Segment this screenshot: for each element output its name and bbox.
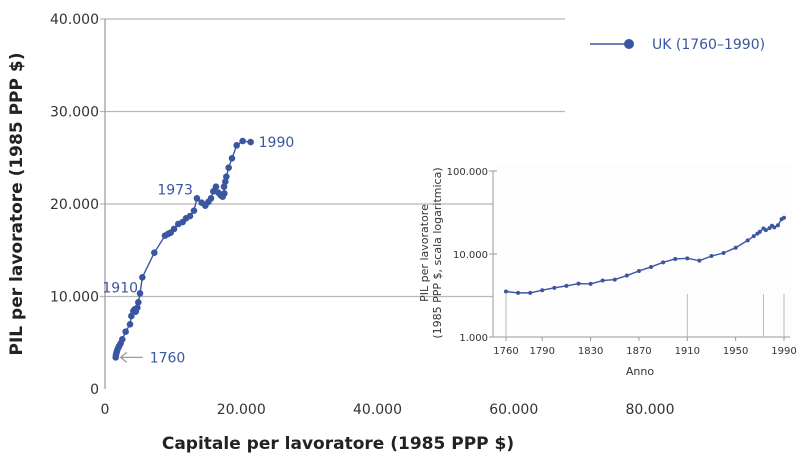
inset-data-point <box>661 260 666 265</box>
data-point <box>186 212 194 220</box>
inset-data-point <box>504 289 508 294</box>
inset-x-tick-label: 1760 <box>493 346 518 357</box>
inset-data-point <box>636 268 641 273</box>
annotation-1973: 1973 <box>157 182 193 198</box>
y-tick-label: 20.000 <box>50 197 99 213</box>
data-point <box>220 183 228 191</box>
inset-y-tick-label: 1.000 <box>459 333 488 344</box>
inset-x-tick-label: 1990 <box>771 346 796 357</box>
inset-x-tick-label: 1830 <box>578 346 603 357</box>
inset-data-point <box>721 251 726 256</box>
legend: UK (1760–1990) <box>590 37 765 53</box>
data-point <box>223 173 230 181</box>
x-tick-label: 0 <box>101 402 110 418</box>
inset-chart: 1.000 10.000 100.000 1760 1790 1830 1870 1910 19… <box>447 165 797 357</box>
main-y-axis-title: PIL per lavoratore (1985 PPP $) <box>7 53 27 356</box>
x-tick-label: 20.000 <box>217 402 266 418</box>
data-point <box>228 155 236 162</box>
inset-data-point <box>685 256 690 261</box>
inset-x-axis-title: Anno <box>626 365 654 378</box>
data-point <box>170 225 178 233</box>
inset-data-point <box>624 273 629 278</box>
data-point <box>151 249 158 256</box>
data-point <box>119 336 126 343</box>
x-tick-label: 40.000 <box>353 402 402 418</box>
inset-data-point <box>763 228 768 233</box>
data-point <box>233 142 240 149</box>
inset-x-tick-label: 1910 <box>675 346 700 357</box>
inset-data-point <box>516 290 521 295</box>
inset-y-axis-title-line2: (1985 PPP $, scala logaritmica) <box>431 167 444 338</box>
inset-y-axis-title-line1: PIL per lavoratore <box>418 204 431 302</box>
data-point <box>247 138 254 146</box>
inset-data-point <box>782 215 786 220</box>
data-point <box>193 195 201 202</box>
inset-data-point <box>612 277 617 282</box>
inset-data-point <box>751 234 756 239</box>
x-tick-label: 60.000 <box>489 402 538 418</box>
inset-data-point <box>576 281 581 286</box>
y-tick-label: 40.000 <box>50 12 99 28</box>
data-point <box>135 299 142 306</box>
y-tick-label: 0 <box>90 382 99 398</box>
inset-data-point <box>697 258 702 263</box>
inset-data-point <box>540 288 545 293</box>
inset-plot-area <box>493 165 793 337</box>
legend-label: UK (1760–1990) <box>652 37 765 53</box>
data-point <box>222 178 229 186</box>
inset-y-tick-label: 100.000 <box>447 167 488 178</box>
data-point <box>190 207 198 214</box>
data-point <box>221 190 228 197</box>
series-line <box>115 140 251 358</box>
annotation-arrow-head <box>119 351 128 363</box>
data-point <box>207 195 215 202</box>
inset-x-tick-label: 1950 <box>723 346 748 357</box>
legend-marker-swatch <box>624 39 634 49</box>
inset-data-point <box>709 254 714 259</box>
y-tick-label: 10.000 <box>50 290 99 306</box>
y-tick-label: 30.000 <box>50 105 99 121</box>
inset-data-point <box>528 290 533 295</box>
data-point <box>212 183 220 191</box>
annotation-1760: 1760 <box>150 350 186 366</box>
data-point <box>122 328 129 335</box>
data-point <box>239 137 246 145</box>
main-x-axis-title: Capitale per lavoratore (1985 PPP $) <box>162 434 514 454</box>
inset-data-point <box>552 285 557 290</box>
data-point <box>128 312 135 320</box>
inset-data-point <box>673 256 678 261</box>
data-point <box>134 304 141 311</box>
annotation-1910: 1910 <box>102 280 138 296</box>
inset-data-point <box>775 223 780 228</box>
inset-data-point <box>757 229 762 234</box>
data-point <box>139 274 146 281</box>
x-tick-label: 80.000 <box>626 402 675 418</box>
main-chart: 0 10.000 20.000 30.000 40.000 0 20.000 40.000 60… <box>50 12 675 418</box>
inset-data-point <box>564 283 569 288</box>
data-point <box>136 290 144 297</box>
inset-x-tick-label: 1790 <box>530 346 555 357</box>
inset-data-point <box>600 278 605 283</box>
annotation-1990: 1990 <box>259 135 295 151</box>
inset-data-point <box>588 281 593 286</box>
inset-data-point <box>733 245 738 250</box>
inset-y-tick-label: 10.000 <box>453 250 488 261</box>
data-point <box>225 164 232 171</box>
inset-data-point <box>649 264 654 269</box>
inset-data-point <box>772 225 777 230</box>
inset-data-point <box>745 238 750 243</box>
inset-x-tick-label: 1870 <box>626 346 651 357</box>
data-point <box>126 321 134 328</box>
